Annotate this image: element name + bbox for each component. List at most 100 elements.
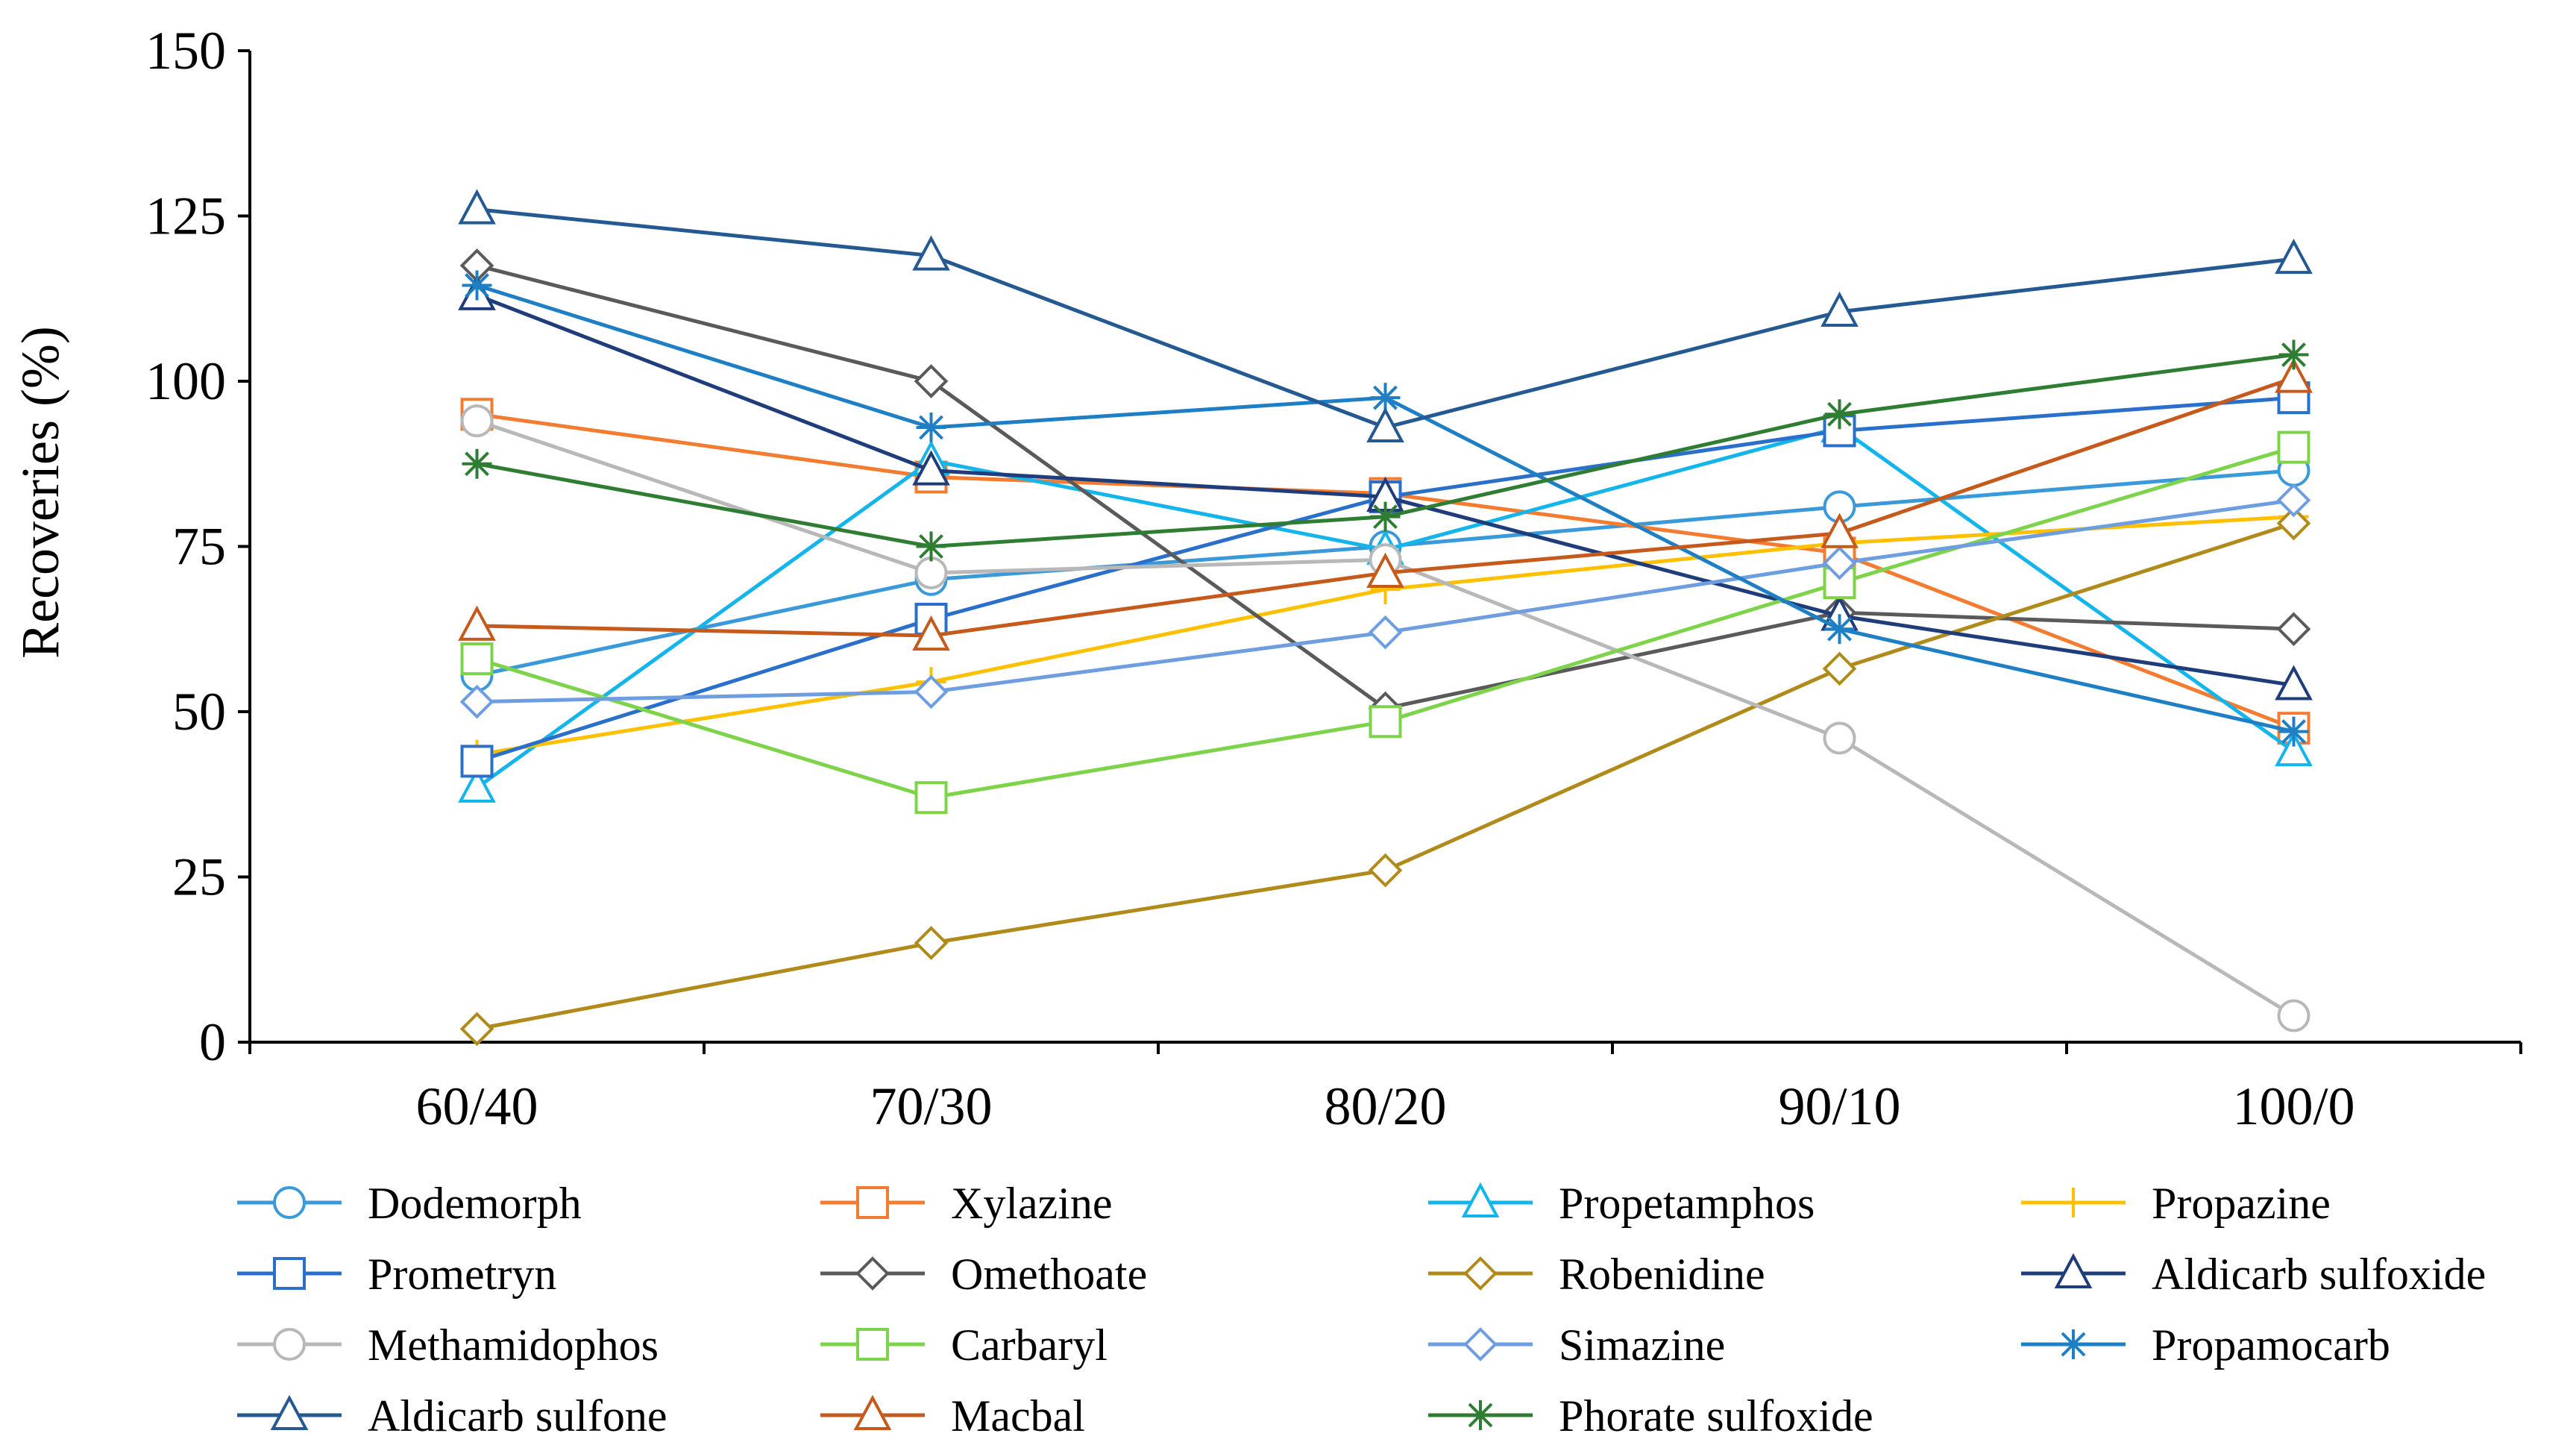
- series-robenidine: [459, 506, 2311, 1047]
- data-point-macbal: [458, 605, 496, 641]
- data-point-carbaryl: [2277, 430, 2310, 464]
- legend-swatch-marker: [1463, 1327, 1498, 1361]
- legend-item-dodemorph: Dodemorph: [237, 1179, 582, 1228]
- legend-label: Omethoate: [951, 1250, 1147, 1299]
- data-point-propetamphos: [2275, 730, 2313, 767]
- legend-swatch-marker: [273, 1186, 306, 1219]
- axes: 0 25 50 75 100 125 150 60/40 70/30 80/20 90/10 100/…: [145, 21, 2522, 1136]
- legend-label: Macbal: [951, 1391, 1085, 1441]
- data-point-methamidophos: [914, 556, 948, 589]
- y-tick-label: 75: [172, 517, 226, 577]
- legend-swatch-marker: [273, 1328, 306, 1361]
- legend-swatch-marker: [1461, 1182, 1500, 1217]
- legend: Dodemorph Xylazine Propetamphos Propazine Pr…: [237, 1179, 2486, 1441]
- data-point-propamocarb: [2278, 716, 2309, 747]
- data-point-phorate-sulfoxide: [462, 448, 492, 479]
- y-axis-title: Recoveries (%): [10, 326, 70, 659]
- data-point-simazine: [459, 684, 494, 719]
- data-point-aldicarb-sulfone: [912, 235, 950, 271]
- x-tick-label: 100/0: [2232, 1076, 2354, 1136]
- y-tick-label: 50: [172, 682, 226, 742]
- data-point-carbaryl: [460, 642, 494, 676]
- legend-item-simazine: Simazine: [1428, 1320, 1725, 1370]
- legend-item-aldicarb-sulfoxide: Aldicarb sulfoxide: [2021, 1250, 2486, 1299]
- y-tick-label: 25: [172, 847, 226, 907]
- legend-swatch-marker: [1466, 1400, 1495, 1430]
- legend-label: Simazine: [1559, 1320, 1725, 1370]
- data-point-carbaryl: [1369, 705, 1402, 739]
- legend-swatch-marker: [273, 1257, 306, 1290]
- data-point-methamidophos: [1823, 721, 1856, 755]
- legend-item-macbal: Macbal: [820, 1391, 1085, 1441]
- legend-item-methamidophos: Methamidophos: [237, 1320, 659, 1370]
- data-point-propetamphos: [458, 767, 496, 803]
- legend-label: Propazine: [2152, 1179, 2331, 1228]
- legend-item-propamocarb: Propamocarb: [2021, 1320, 2390, 1370]
- data-point-robenidine: [2276, 506, 2311, 541]
- y-tick-label: 100: [145, 351, 226, 411]
- legend-label: Propamocarb: [2152, 1320, 2390, 1370]
- series-propamocarb: [462, 270, 2309, 747]
- legend-label: Dodemorph: [368, 1179, 582, 1228]
- series-aldicarb-sulfone: [458, 189, 2313, 443]
- y-tick-label: 0: [199, 1012, 226, 1072]
- data-point-prometryn: [460, 745, 494, 778]
- data-point-propamocarb: [1370, 383, 1401, 413]
- data-point-propamocarb: [916, 413, 946, 443]
- legend-label: Robenidine: [1559, 1250, 1765, 1299]
- legend-swatch-marker: [855, 1256, 890, 1291]
- legend-swatch-marker: [270, 1394, 309, 1430]
- data-point-robenidine: [1368, 853, 1403, 888]
- data-point-macbal: [2275, 357, 2313, 393]
- legend-item-robenidine: Robenidine: [1428, 1250, 1765, 1299]
- data-point-aldicarb-sulfone: [2275, 238, 2313, 275]
- x-tick-label: 80/20: [1324, 1076, 1446, 1136]
- data-point-macbal: [1821, 513, 1859, 548]
- series-simazine: [459, 483, 2311, 719]
- legend-item-aldicarb-sulfone: Aldicarb sulfone: [237, 1391, 667, 1441]
- legend-swatch-marker: [2058, 1188, 2088, 1217]
- data-point-aldicarb-sulfone: [1821, 291, 1859, 327]
- legend-swatch-marker: [856, 1186, 889, 1219]
- y-tick-label: 150: [145, 21, 226, 81]
- data-point-aldicarb-sulfone: [458, 189, 496, 225]
- legend-item-phorate-sulfoxide: Phorate sulfoxide: [1428, 1391, 1873, 1441]
- series-layer: [458, 189, 2313, 1047]
- legend-item-prometryn: Prometryn: [237, 1250, 556, 1299]
- legend-swatch-marker: [2054, 1253, 2093, 1288]
- legend-label: Propetamphos: [1559, 1179, 1815, 1228]
- x-tick-label: 90/10: [1778, 1076, 1900, 1136]
- data-point-aldicarb-sulfoxide: [912, 450, 950, 486]
- data-point-aldicarb-sulfoxide: [2275, 665, 2313, 701]
- data-point-aldicarb-sulfone: [1366, 407, 1404, 443]
- legend-item-omethoate: Omethoate: [820, 1250, 1147, 1299]
- legend-item-carbaryl: Carbaryl: [820, 1320, 1108, 1370]
- data-point-phorate-sulfoxide: [2278, 339, 2309, 370]
- data-point-phorate-sulfoxide: [1824, 399, 1855, 430]
- legend-label: Xylazine: [951, 1179, 1113, 1228]
- data-point-simazine: [1822, 545, 1857, 580]
- legend-label: Methamidophos: [368, 1320, 659, 1370]
- series-phorate-sulfoxide: [462, 339, 2309, 562]
- data-point-simazine: [2276, 483, 2311, 518]
- data-point-carbaryl: [914, 781, 948, 815]
- data-point-macbal: [912, 615, 950, 651]
- data-point-robenidine: [914, 926, 949, 960]
- data-point-robenidine: [459, 1012, 494, 1047]
- legend-label: Aldicarb sulfoxide: [2152, 1250, 2486, 1299]
- data-point-phorate-sulfoxide: [1370, 501, 1401, 532]
- data-point-propamocarb: [1824, 614, 1855, 645]
- data-point-robenidine: [1822, 651, 1857, 686]
- legend-swatch-marker: [856, 1328, 889, 1361]
- data-point-omethoate: [2276, 612, 2311, 647]
- data-point-methamidophos: [2277, 999, 2310, 1032]
- legend-label: Phorate sulfoxide: [1559, 1391, 1873, 1441]
- data-point-methamidophos: [460, 404, 494, 438]
- x-tick-label: 70/30: [870, 1076, 992, 1136]
- legend-label: Aldicarb sulfone: [368, 1391, 667, 1441]
- legend-label: Carbaryl: [951, 1320, 1108, 1370]
- x-tick-label: 60/40: [415, 1076, 538, 1136]
- legend-swatch-marker: [2058, 1329, 2088, 1359]
- data-point-phorate-sulfoxide: [916, 531, 946, 562]
